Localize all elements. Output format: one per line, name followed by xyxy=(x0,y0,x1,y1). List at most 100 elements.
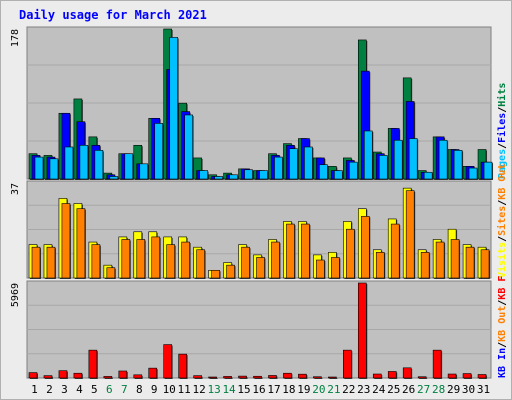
x-tick-label-day-22: 22 xyxy=(342,383,355,396)
bar-sites-day-26 xyxy=(405,190,415,279)
bar-kb-f-day-28 xyxy=(432,349,442,379)
bar-kb-f-day-16 xyxy=(253,375,262,379)
bar-sites-day-19 xyxy=(301,223,310,279)
bar-sites-day-16 xyxy=(256,257,265,279)
bar-kb-f-day-29 xyxy=(447,373,457,379)
x-tick-label-day-28: 28 xyxy=(432,383,445,396)
bar-kb-f-day-2 xyxy=(43,375,53,379)
bar-sites-day-4 xyxy=(76,208,86,279)
legend-3: KB In/KB Out/KB F xyxy=(497,276,508,378)
legend-separator: / xyxy=(497,300,508,306)
bar-pages-day-31 xyxy=(483,161,493,180)
bar-pages-day-29 xyxy=(453,150,463,180)
bar-sites-day-12 xyxy=(196,249,205,279)
bar-kb-f-day-27-shadow xyxy=(419,377,428,379)
x-tick-label-day-2: 2 xyxy=(46,383,53,396)
bar-pages-day-6 xyxy=(109,176,119,180)
legend-separator: / xyxy=(497,107,508,113)
bar-kb-f-day-24 xyxy=(372,373,382,379)
bar-kb-f-day-12 xyxy=(193,375,202,379)
bar-kb-f-day-21 xyxy=(328,376,337,379)
bar-pages-day-5 xyxy=(94,150,104,180)
bar-kb-f-day-14 xyxy=(223,376,232,379)
bar-kb-f-day-18 xyxy=(283,372,292,379)
bar-sites-day-13 xyxy=(211,269,220,279)
bar-pages-day-9 xyxy=(154,123,164,180)
legend-entry-kb-in: KB In xyxy=(497,348,508,378)
bar-kb-f-day-13 xyxy=(208,376,217,379)
bar-pages-day-10 xyxy=(169,37,179,180)
bar-kb-f-day-27 xyxy=(417,376,427,379)
bar-pages-day-28 xyxy=(438,139,448,180)
bar-sites-day-18 xyxy=(286,223,295,279)
x-tick-label-day-5: 5 xyxy=(91,383,98,396)
bar-kb-f-day-11 xyxy=(178,353,187,379)
x-tick-label-day-9: 9 xyxy=(151,383,158,396)
x-tick-label-day-15: 15 xyxy=(237,383,250,396)
legend-entry-visits: Visits xyxy=(496,242,508,278)
x-tick-label-day-17: 17 xyxy=(267,383,280,396)
bar-kb-f-day-26 xyxy=(402,367,412,379)
chart-title: Daily usage for March 2021 xyxy=(19,8,207,22)
bar-pages-day-24 xyxy=(378,155,388,180)
bar-kb-f-day-20-shadow xyxy=(314,377,323,379)
bar-kb-f-day-25 xyxy=(387,371,397,379)
x-tick-label-day-14: 14 xyxy=(222,383,236,396)
bar-kb-f-day-9 xyxy=(148,367,158,379)
bar-pages-day-25 xyxy=(393,139,403,180)
bar-pages-day-7 xyxy=(124,153,134,180)
bar-sites-day-5 xyxy=(91,244,101,279)
x-tick-label-day-31: 31 xyxy=(477,383,490,396)
bar-sites-day-2 xyxy=(46,246,56,279)
bar-kb-f-day-4 xyxy=(73,372,83,379)
bar-sites-day-1 xyxy=(31,246,41,279)
legend-entry-kb-f: KB F xyxy=(497,276,508,300)
x-tick-label-day-19: 19 xyxy=(297,383,310,396)
x-tick-label-day-7: 7 xyxy=(121,383,128,396)
bar-sites-day-21 xyxy=(331,257,340,279)
bar-sites-day-30 xyxy=(465,246,475,279)
x-tick-label-day-21: 21 xyxy=(327,383,340,396)
bar-pages-day-21 xyxy=(334,170,343,180)
x-tick-label-day-23: 23 xyxy=(357,383,370,396)
bar-pages-day-14 xyxy=(229,174,238,180)
x-tick-label-day-24: 24 xyxy=(372,383,386,396)
bar-kb-f-day-22 xyxy=(343,349,352,379)
bar-kb-f-day-17 xyxy=(268,375,277,379)
bar-sites-day-14 xyxy=(226,264,235,279)
bar-kb-f-day-23 xyxy=(357,282,367,379)
bar-sites-day-23 xyxy=(360,216,370,279)
x-tick-label-day-3: 3 xyxy=(61,383,68,396)
bar-pages-day-19 xyxy=(304,146,313,180)
x-tick-label-day-8: 8 xyxy=(136,383,143,396)
bar-pages-day-12 xyxy=(199,170,208,180)
y-max-label-1: 178 xyxy=(10,29,21,47)
bar-pages-day-13 xyxy=(214,176,223,180)
x-tick-label-day-16: 16 xyxy=(252,383,265,396)
bar-pages-day-15 xyxy=(244,169,253,180)
x-tick-label-day-6: 6 xyxy=(106,383,113,396)
bar-sites-day-6 xyxy=(106,267,116,279)
x-tick-label-day-1: 1 xyxy=(31,383,38,396)
bar-pages-day-18 xyxy=(289,148,298,180)
bar-kb-f-day-15 xyxy=(238,375,247,379)
bar-kb-f-day-6 xyxy=(103,376,113,379)
bar-sites-day-31 xyxy=(480,249,490,279)
x-tick-label-day-27: 27 xyxy=(417,383,430,396)
bar-sites-day-25 xyxy=(390,223,400,279)
bar-sites-day-24 xyxy=(375,252,385,279)
bar-sites-day-28 xyxy=(435,241,445,279)
x-tick-label-day-25: 25 xyxy=(387,383,400,396)
legend-entry-kb-out: KB Out xyxy=(497,164,508,200)
bar-kb-f-day-5 xyxy=(88,349,98,379)
bar-sites-day-8 xyxy=(136,239,146,279)
bar-sites-day-17 xyxy=(271,241,280,279)
legend-entry-files: Files xyxy=(496,113,508,143)
x-tick-label-day-11: 11 xyxy=(178,383,191,396)
bar-kb-f-day-13-shadow xyxy=(209,378,218,379)
bar-kb-f-day-19 xyxy=(298,373,307,379)
bar-sites-day-20 xyxy=(316,259,325,279)
y-max-label-2: 37 xyxy=(10,183,21,195)
bar-sites-day-11 xyxy=(181,241,190,279)
